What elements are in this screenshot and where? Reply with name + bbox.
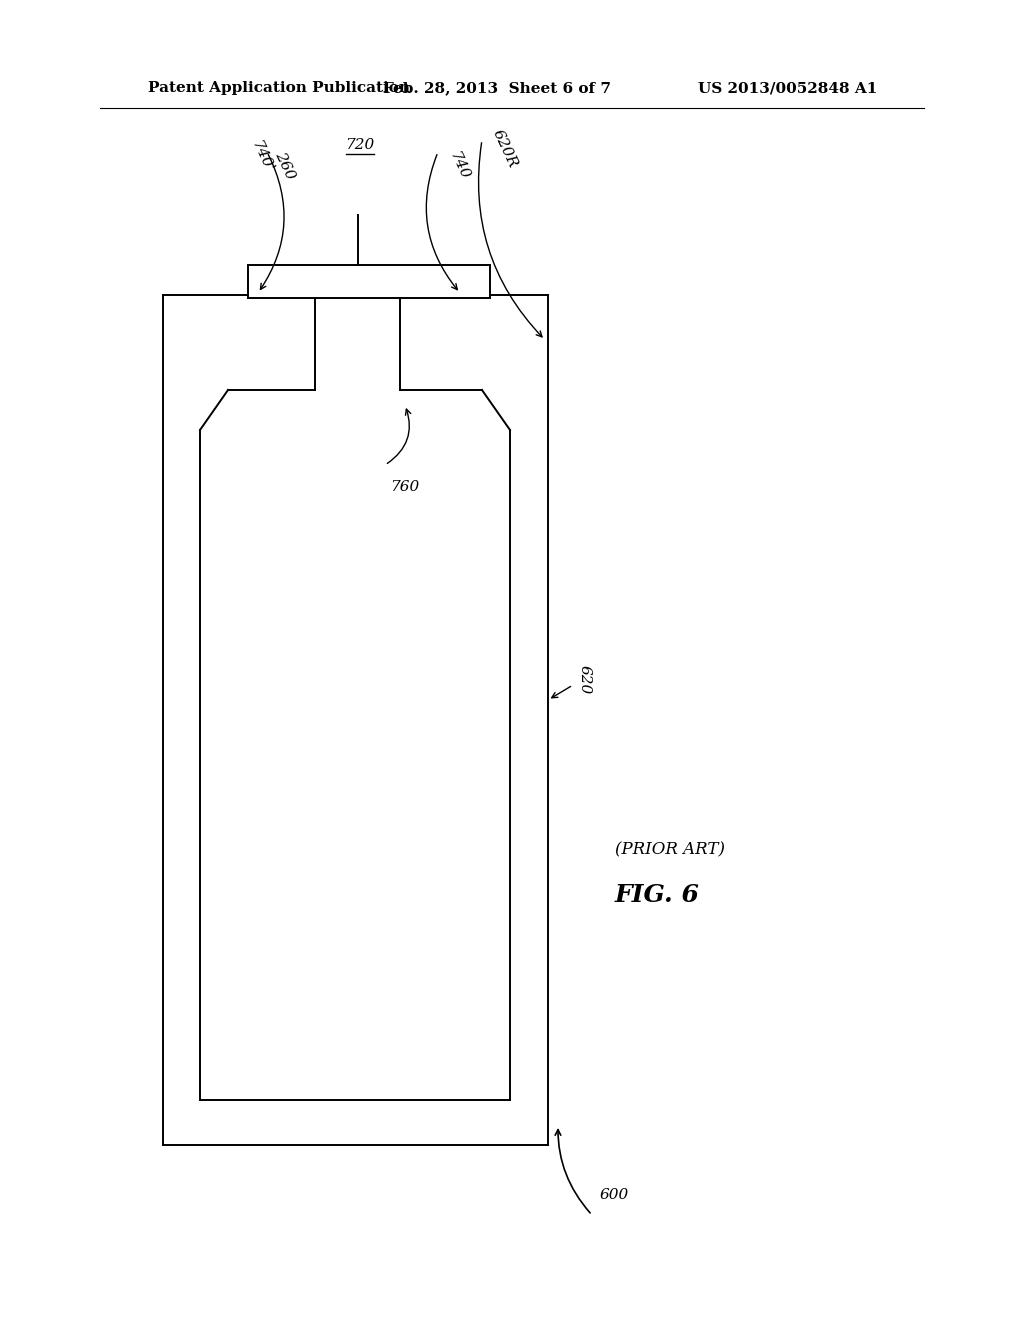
Text: 620: 620 <box>578 665 592 694</box>
Text: 720: 720 <box>345 139 374 152</box>
Text: (PRIOR ART): (PRIOR ART) <box>615 842 725 858</box>
Text: US 2013/0052848 A1: US 2013/0052848 A1 <box>698 81 878 95</box>
Text: 260: 260 <box>272 149 297 182</box>
Text: Feb. 28, 2013  Sheet 6 of 7: Feb. 28, 2013 Sheet 6 of 7 <box>383 81 611 95</box>
Bar <box>248 265 490 298</box>
Text: 600: 600 <box>600 1188 630 1203</box>
Text: FIG. 6: FIG. 6 <box>615 883 699 907</box>
Text: 740': 740' <box>248 139 274 176</box>
Text: Patent Application Publication: Patent Application Publication <box>148 81 410 95</box>
Text: 760: 760 <box>390 480 419 494</box>
Text: 740: 740 <box>446 149 471 182</box>
Text: 620R: 620R <box>490 127 520 170</box>
